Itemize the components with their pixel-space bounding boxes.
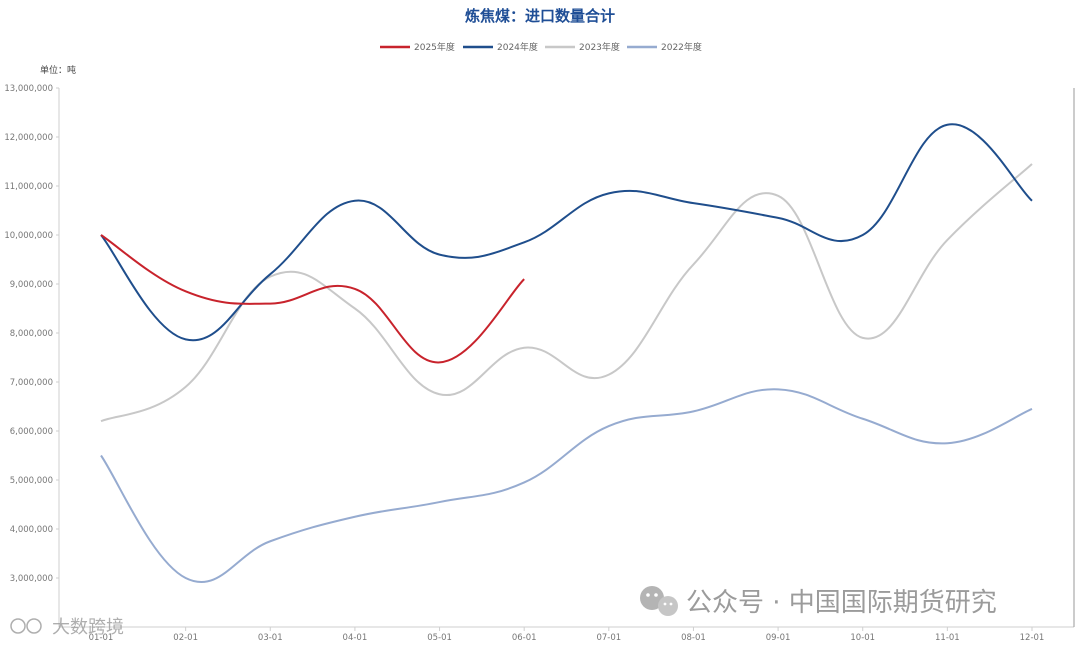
legend: 2025年度 2024年度 2023年度 2022年度 bbox=[380, 41, 702, 53]
series-line bbox=[100, 123, 1033, 342]
wechat-watermark-text: 公众号 · 中国国际期货研究 bbox=[686, 588, 997, 618]
y-tick-label: 5,000,000 bbox=[10, 476, 53, 486]
x-tick-label: 10-01 bbox=[850, 633, 875, 643]
y-tick-label: 8,000,000 bbox=[10, 329, 53, 339]
x-tick-label: 05-01 bbox=[427, 633, 452, 643]
y-tick-label: 3,000,000 bbox=[10, 574, 53, 584]
x-tick-label: 07-01 bbox=[596, 633, 621, 643]
series-lines bbox=[100, 123, 1033, 584]
x-tick-label: 02-01 bbox=[173, 633, 198, 643]
legend-label: 2025年度 bbox=[414, 41, 455, 53]
x-tick-label: 12-01 bbox=[1020, 633, 1045, 643]
y-tick-label: 6,000,000 bbox=[10, 427, 53, 437]
series-line bbox=[100, 163, 1033, 423]
corner-watermark: 大数跨境 bbox=[10, 617, 124, 638]
y-ticks: 3,000,000 4,000,000 5,000,000 6,000,000 7,00… bbox=[4, 84, 59, 584]
x-tick-label: 03-01 bbox=[258, 633, 283, 643]
series-line bbox=[100, 388, 1033, 584]
corner-watermark-text: 大数跨境 bbox=[52, 617, 124, 638]
y-tick-label: 9,000,000 bbox=[10, 280, 53, 290]
y-tick-label: 7,000,000 bbox=[10, 378, 53, 388]
y-tick-label: 13,000,000 bbox=[4, 84, 53, 94]
legend-label: 2024年度 bbox=[497, 41, 538, 53]
x-tick-label: 09-01 bbox=[766, 633, 791, 643]
y-tick-label: 10,000,000 bbox=[4, 231, 53, 241]
x-tick-label: 08-01 bbox=[681, 633, 706, 643]
corner-logo-icon bbox=[10, 618, 42, 634]
wechat-watermark: 公众号 · 中国国际期货研究 bbox=[640, 586, 997, 618]
x-ticks: 01-01 02-01 03-01 04-01 05-01 06-01 07-01 08-01… bbox=[89, 627, 1045, 643]
wechat-icon bbox=[640, 586, 678, 616]
series-line bbox=[100, 234, 525, 364]
y-tick-label: 4,000,000 bbox=[10, 525, 53, 535]
chart-title: 炼焦煤：进口数量合计 bbox=[465, 7, 615, 25]
x-tick-label: 04-01 bbox=[343, 633, 368, 643]
x-tick-label: 01-01 bbox=[89, 633, 114, 643]
x-tick-label: 06-01 bbox=[512, 633, 537, 643]
y-tick-label: 12,000,000 bbox=[4, 133, 53, 143]
x-tick-label: 11-01 bbox=[935, 633, 960, 643]
unit-label: 单位：吨 bbox=[40, 64, 76, 76]
legend-label: 2022年度 bbox=[661, 41, 702, 53]
legend-label: 2023年度 bbox=[579, 41, 620, 53]
y-tick-label: 11,000,000 bbox=[4, 182, 53, 192]
